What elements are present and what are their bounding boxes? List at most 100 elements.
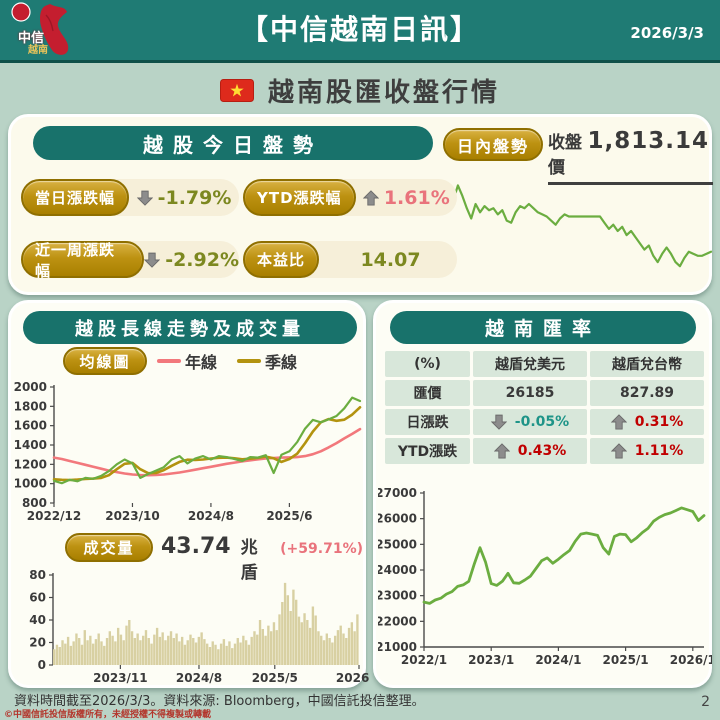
logo-text: 中信 — [18, 31, 45, 46]
down-arrow-icon — [144, 252, 161, 268]
badge-pe-ratio-value: 14.07 — [319, 241, 457, 278]
today-market-panel: 越股今日盤勢 日內盤勢 收盤價 1,813.14 當日漲跌幅 -1.79% YT… — [8, 114, 713, 295]
badge-daily-change: 當日漲跌幅 -1.79% — [21, 179, 239, 216]
badge-week-change-value: -2.92% — [144, 241, 239, 278]
svg-text:80: 80 — [29, 568, 46, 582]
fx-ytd-usd: 0.43% — [473, 438, 587, 464]
svg-text:24000: 24000 — [378, 563, 417, 577]
svg-text:1600: 1600 — [14, 419, 47, 433]
fx-rate-usd: 26185 — [473, 380, 587, 406]
svg-text:2025/5: 2025/5 — [252, 671, 298, 685]
fx-table: (%) 越盾兌美元 越盾兌台幣 匯價 26185 827.89 日漲跌 -0.0… — [385, 351, 705, 464]
svg-text:23000: 23000 — [378, 589, 417, 603]
today-panel-title: 越股今日盤勢 — [33, 126, 433, 160]
fx-row-ytd-label: YTD漲跌 — [385, 438, 470, 464]
ma-legend: 年線 季線 — [157, 349, 297, 373]
svg-text:2000: 2000 — [14, 380, 47, 394]
badge-week-change: 近一周漲跌幅 -2.92% — [21, 241, 239, 280]
down-arrow-icon — [136, 190, 153, 206]
header-bar: 【中信越南日訊】 2026/3/3 中信 越南 — [0, 0, 720, 63]
page-number: 2 — [701, 694, 710, 710]
annual-ma-dash-icon — [157, 359, 181, 363]
svg-text:1200: 1200 — [14, 457, 47, 471]
longterm-panel-title: 越股長線走勢及成交量 — [23, 311, 357, 344]
svg-text:2024/1: 2024/1 — [535, 653, 581, 667]
fx-table-header-pct: (%) — [385, 351, 470, 377]
ma-badge: 均線圖 — [63, 347, 147, 375]
volume-value-row: 43.74 兆盾 (+59.71%) — [161, 533, 363, 583]
ctbc-vietnam-logo: 中信 越南 — [6, 1, 92, 59]
svg-text:1800: 1800 — [14, 399, 47, 413]
report-date: 2026/3/3 — [630, 24, 704, 42]
intraday-badge: 日內盤勢 — [443, 128, 543, 161]
value-text: 0.31% — [634, 414, 684, 430]
svg-text:2024/8: 2024/8 — [176, 671, 222, 685]
value-text: 1.61% — [383, 186, 450, 209]
longterm-panel: 越股長線走勢及成交量 均線圖 年線 季線 800 1000 1200 1400 1600… — [8, 300, 369, 688]
svg-text:2022/1: 2022/1 — [401, 653, 447, 667]
svg-text:0: 0 — [38, 658, 46, 672]
badge-ytd-change-value: 1.61% — [356, 179, 457, 216]
vietnam-flag-icon — [219, 78, 254, 102]
quarter-ma-dash-icon — [237, 359, 262, 363]
svg-text:21000: 21000 — [378, 640, 417, 654]
value-text: 1.11% — [634, 443, 684, 459]
legend-annual-ma: 年線 — [157, 349, 217, 373]
fx-rate-twd: 827.89 — [590, 380, 704, 406]
close-price-label: 收盤價 — [548, 133, 582, 178]
badge-ytd-change-label: YTD漲跌幅 — [243, 179, 356, 216]
svg-text:2026/3: 2026/3 — [336, 671, 369, 685]
section-header: 越南股匯收盤行情 — [0, 68, 720, 112]
fx-panel-title: 越南匯率 — [390, 311, 696, 344]
value-text: 827.89 — [619, 385, 675, 401]
badge-week-change-label: 近一周漲跌幅 — [21, 241, 145, 280]
value-text: -1.79% — [157, 186, 232, 209]
volume-badge: 成交量 — [65, 533, 153, 562]
legend-label: 季線 — [265, 353, 298, 372]
longterm-chart: 800 1000 1200 1400 1600 1800 2000 2022/12 2023/1… — [14, 380, 362, 523]
volume-value: 43.74 — [161, 534, 231, 559]
svg-text:2023/10: 2023/10 — [105, 509, 159, 523]
up-arrow-icon — [610, 443, 627, 459]
logo-subtext: 越南 — [28, 45, 48, 56]
svg-text:2023/11: 2023/11 — [93, 671, 147, 685]
section-title: 越南股匯收盤行情 — [267, 77, 500, 108]
svg-text:2022/12: 2022/12 — [27, 509, 81, 523]
svg-text:1000: 1000 — [14, 477, 47, 491]
svg-text:22000: 22000 — [378, 614, 417, 628]
svg-text:2025/6: 2025/6 — [266, 509, 312, 523]
svg-text:2024/8: 2024/8 — [188, 509, 234, 523]
up-arrow-icon — [610, 414, 627, 430]
svg-text:60: 60 — [29, 591, 46, 605]
value-text: 0.43% — [517, 443, 567, 459]
up-arrow-icon — [493, 443, 510, 459]
fx-row-rate-label: 匯價 — [385, 380, 470, 406]
fx-row-daily-label: 日漲跌 — [385, 409, 470, 435]
down-arrow-icon — [490, 414, 507, 430]
fx-table-header-usd: 越盾兌美元 — [473, 351, 587, 377]
svg-text:20: 20 — [29, 636, 46, 650]
badge-daily-change-label: 當日漲跌幅 — [21, 179, 130, 216]
data-source-note: 資料時間截至2026/3/3。資料來源: Bloomberg，中國信託投信整理。 — [14, 694, 425, 709]
page-title: 【中信越南日訊】 — [239, 13, 480, 46]
svg-text:26000: 26000 — [378, 512, 417, 526]
fx-table-header-twd: 越盾兌台幣 — [590, 351, 704, 377]
up-arrow-icon — [362, 189, 379, 206]
badge-pe-ratio-label: 本益比 — [243, 241, 320, 278]
svg-text:1400: 1400 — [14, 438, 47, 452]
svg-text:27000: 27000 — [378, 486, 417, 500]
badge-ytd-change: YTD漲跌幅 1.61% — [243, 179, 457, 216]
volume-chart: 0 20 40 60 80 2023/11 2024/8 2025/5 2026/3 — [29, 568, 369, 685]
value-text: -0.05% — [514, 414, 570, 430]
svg-text:2023/1: 2023/1 — [468, 653, 514, 667]
fx-daily-usd: -0.05% — [473, 409, 587, 435]
close-price-value: 1,813.14 — [587, 128, 709, 154]
value-text: 26185 — [505, 385, 555, 401]
legend-quarter-ma: 季線 — [237, 349, 297, 373]
badge-pe-ratio: 本益比 14.07 — [243, 241, 457, 278]
svg-text:2026/1: 2026/1 — [670, 653, 712, 667]
svg-text:25000: 25000 — [378, 537, 417, 551]
fx-daily-twd: 0.31% — [590, 409, 704, 435]
intraday-chart — [447, 184, 713, 268]
